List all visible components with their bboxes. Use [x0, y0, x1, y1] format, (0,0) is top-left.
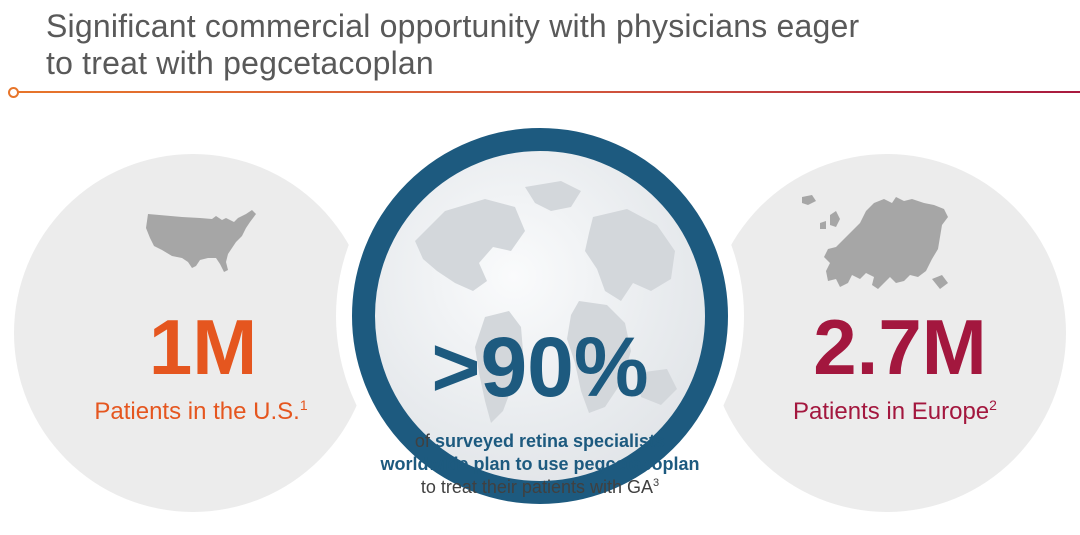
us-footnote: 1	[299, 397, 308, 413]
europe-caption-text: Patients in Europe	[793, 398, 990, 425]
center-description-of: of	[414, 431, 435, 451]
center-percentage: >90%	[431, 320, 649, 414]
europe-caption: Patients in Europe2	[740, 398, 1050, 426]
slide-title-line-2: to treat with pegcetacoplan	[46, 45, 434, 81]
us-patient-count: 1M	[148, 303, 258, 391]
slide-title: Significant commercial opportunity with …	[46, 8, 859, 82]
globe-icon	[415, 181, 677, 423]
globe-stat-circle: >90% of surveyed retina specialists worl…	[336, 112, 744, 520]
us-map-icon	[146, 210, 256, 272]
us-caption-text: Patients in the U.S.	[94, 398, 300, 425]
divider-endpoint-dot	[8, 87, 19, 98]
us-stat-circle	[14, 154, 372, 512]
center-description-rest: to treat their patients with GA	[420, 477, 653, 497]
europe-patient-count: 2.7M	[813, 303, 987, 391]
center-description: of surveyed retina specialists worldwide…	[376, 430, 704, 499]
europe-map-icon	[802, 195, 948, 289]
europe-footnote: 2	[989, 397, 997, 413]
center-description-highlight: surveyed retina specialists worldwide pl…	[380, 431, 700, 474]
us-caption: Patients in the U.S.1	[46, 398, 356, 426]
center-footnote: 3	[653, 477, 660, 489]
slide-title-line-1: Significant commercial opportunity with …	[46, 8, 860, 44]
title-divider	[14, 91, 1080, 93]
